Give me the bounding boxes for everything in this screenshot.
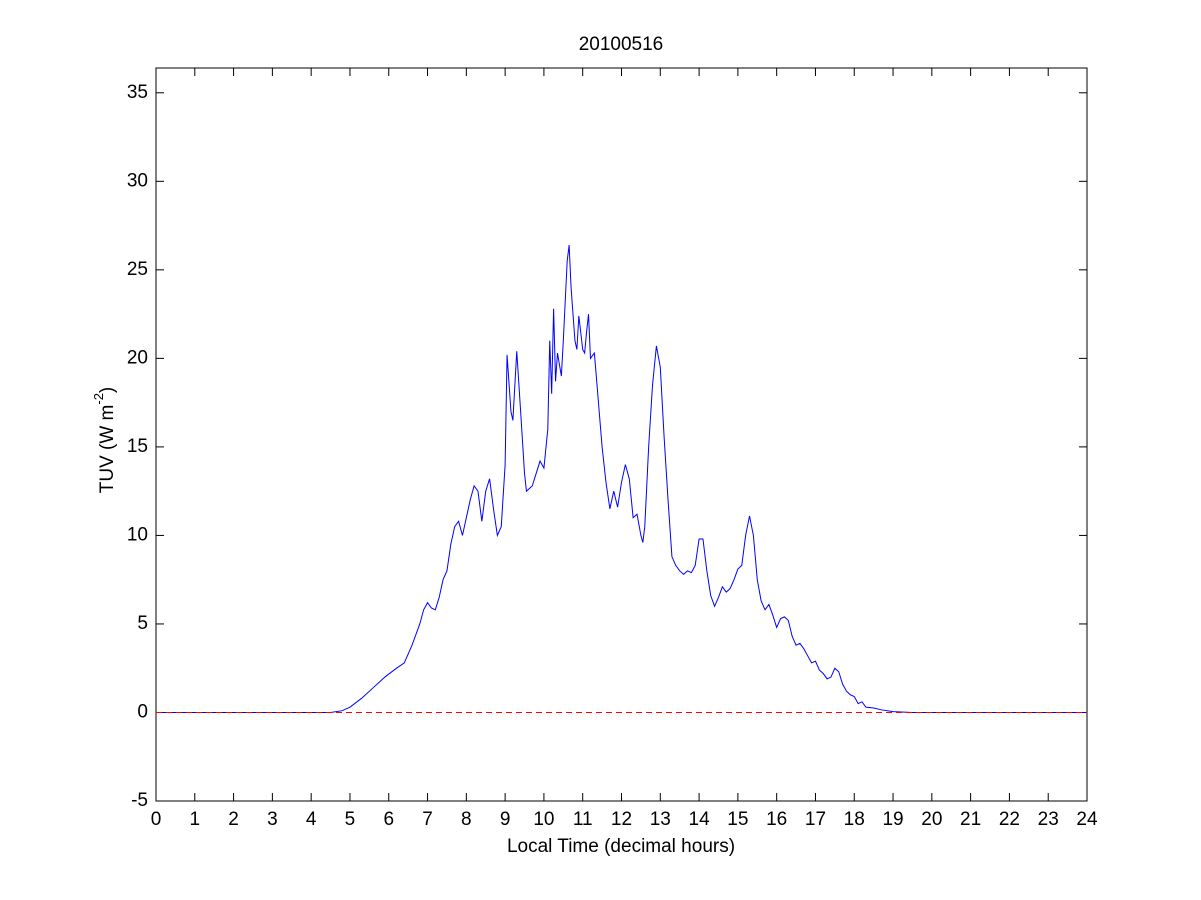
x-tick-label: 15 xyxy=(727,809,748,830)
x-tick-label: 17 xyxy=(805,809,826,830)
x-tick-label: 18 xyxy=(844,809,865,830)
x-tick-label: 20 xyxy=(921,809,942,830)
y-tick-label: 5 xyxy=(137,613,148,634)
x-tick-label: 9 xyxy=(500,809,511,830)
x-axis-label: Local Time (decimal hours) xyxy=(507,836,735,857)
x-tick-label: 5 xyxy=(345,809,356,830)
x-tick-label: 6 xyxy=(383,809,394,830)
y-tick-label: 15 xyxy=(127,436,148,457)
x-tick-label: 8 xyxy=(461,809,472,830)
y-tick-label: -5 xyxy=(131,790,148,811)
x-tick-label: 14 xyxy=(689,809,711,830)
x-tick-label: 22 xyxy=(999,809,1020,830)
x-tick-label: 1 xyxy=(190,809,201,830)
x-tick-label: 21 xyxy=(960,809,981,830)
x-tick-label: 13 xyxy=(650,809,671,830)
x-tick-label: 7 xyxy=(422,809,433,830)
chart-title: 20100516 xyxy=(579,34,664,55)
x-tick-label: 0 xyxy=(151,809,162,830)
y-tick-label: 35 xyxy=(127,82,148,103)
x-tick-label: 10 xyxy=(533,809,554,830)
y-tick-label: 30 xyxy=(127,170,148,191)
y-tick-label: 0 xyxy=(137,701,148,722)
y-axis-label: TUV (W m-2) xyxy=(91,387,118,494)
x-tick-label: 4 xyxy=(306,809,317,830)
y-tick-label: 25 xyxy=(127,259,148,280)
x-tick-label: 23 xyxy=(1038,809,1059,830)
x-tick-label: 16 xyxy=(766,809,787,830)
y-axis-label-main: TUV (W m xyxy=(97,405,118,494)
x-tick-label: 11 xyxy=(573,809,593,830)
x-tick-label: 19 xyxy=(882,809,903,830)
x-tick-label: 2 xyxy=(228,809,239,830)
x-tick-label: 3 xyxy=(267,809,278,830)
data-line xyxy=(156,244,1087,713)
y-tick-label: 10 xyxy=(127,524,148,545)
y-axis-label-end: ) xyxy=(97,387,118,393)
x-tick-label: 24 xyxy=(1076,809,1098,830)
x-tick-label: 12 xyxy=(611,809,632,830)
y-axis-label-sup: -2 xyxy=(91,393,106,405)
y-tick-label: 20 xyxy=(127,347,148,368)
